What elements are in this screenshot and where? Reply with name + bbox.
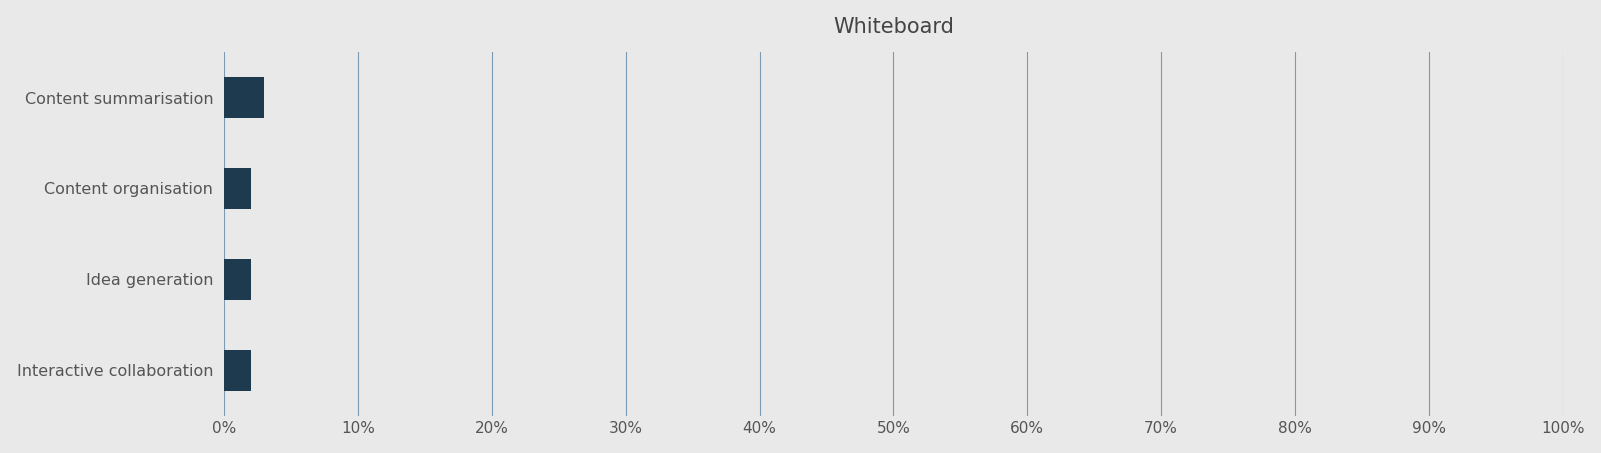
Bar [224, 77, 264, 118]
Bar [224, 350, 251, 391]
Bar [224, 168, 251, 209]
Bar [224, 259, 251, 300]
Title: Whiteboard: Whiteboard [833, 17, 954, 37]
